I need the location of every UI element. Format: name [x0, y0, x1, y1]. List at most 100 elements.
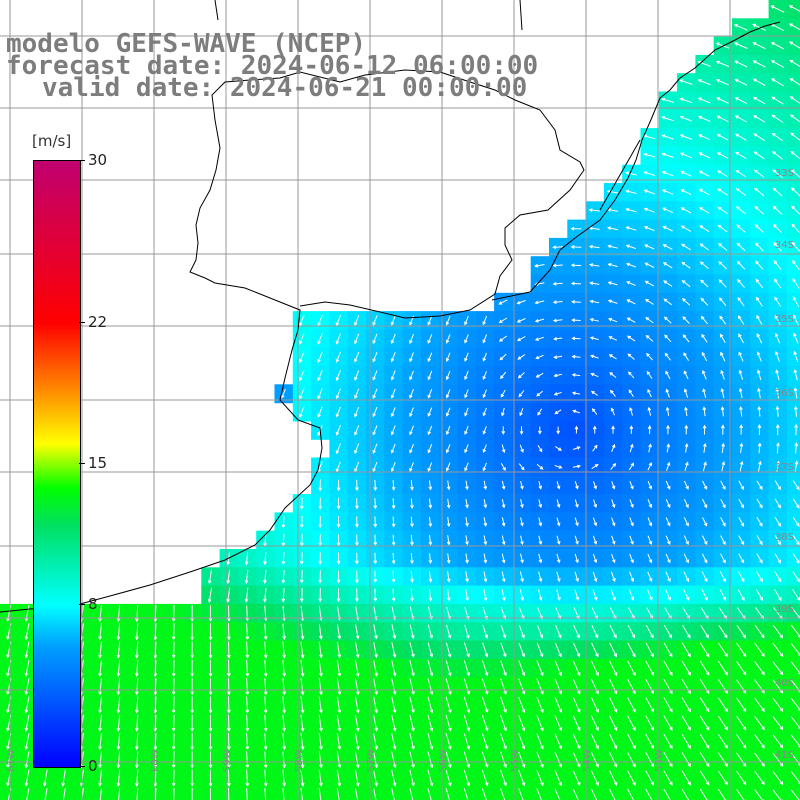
wind-arrow: [792, 480, 800, 491]
wind-arrow: [738, 535, 745, 546]
wind-arrow: [227, 678, 231, 696]
wind-arrow: [733, 23, 748, 31]
wind-arrow: [701, 553, 708, 564]
wind-arrow: [481, 696, 489, 714]
wind-arrow: [190, 769, 194, 787]
wind-arrow: [61, 769, 66, 787]
wind-arrow: [629, 535, 634, 545]
wind-arrow: [134, 659, 139, 678]
wind-speed-cell: [347, 786, 367, 800]
wind-arrow: [207, 569, 212, 585]
wind-arrow: [336, 788, 340, 800]
wind-arrow: [793, 332, 799, 344]
wind-arrow: [772, 642, 784, 657]
wind-speed-cell: [494, 786, 513, 800]
wind-arrow: [317, 314, 323, 327]
wind-arrow: [681, 642, 691, 658]
wind-arrow: [336, 516, 341, 528]
wind-arrow: [754, 224, 764, 233]
wind-arrow: [116, 678, 121, 696]
wind-arrow: [753, 169, 765, 178]
wind-arrow: [464, 462, 469, 472]
wind-arrow: [498, 299, 508, 305]
wind-arrow: [793, 387, 798, 399]
wind-arrow: [373, 769, 379, 787]
wind-arrow: [556, 517, 561, 527]
wind-arrow: [299, 369, 305, 382]
wind-arrow: [756, 333, 763, 344]
wind-arrow: [445, 315, 451, 326]
wind-arrow: [538, 571, 543, 583]
wind-arrow: [717, 679, 728, 694]
wind-arrow: [792, 498, 800, 509]
wind-arrow: [792, 259, 800, 271]
wind-arrow: [718, 261, 728, 270]
wind-arrow: [661, 189, 674, 195]
wind-arrow: [208, 623, 213, 641]
wind-arrow: [572, 660, 581, 677]
wind-arrow: [717, 734, 728, 749]
wind-arrow: [573, 607, 580, 620]
wind-arrow: [703, 442, 707, 453]
title-line-model: modelo GEFS-WAVE (NCEP): [6, 29, 367, 59]
wind-arrow: [501, 444, 506, 454]
wind-arrow: [465, 571, 469, 583]
wind-arrow: [300, 641, 305, 659]
wind-arrow: [300, 769, 305, 787]
wind-arrow: [520, 499, 524, 509]
wind-arrow: [647, 480, 653, 490]
wind-arrow: [571, 299, 581, 304]
wind-arrow: [208, 696, 213, 714]
wind-arrow: [409, 714, 415, 732]
wind-arrow: [299, 588, 304, 603]
wind-arrow: [282, 787, 285, 800]
wind-arrow: [554, 445, 562, 451]
wind-arrow: [500, 462, 506, 471]
wind-arrow: [647, 388, 652, 398]
wind-arrow: [665, 571, 671, 583]
wind-speed-cell: [402, 786, 422, 800]
wind-arrow: [788, 23, 800, 31]
wind-arrow: [281, 552, 286, 566]
wind-arrow: [570, 281, 582, 286]
wind-arrow: [663, 280, 673, 287]
wind-arrow: [427, 714, 434, 732]
wind-speed-cell: [786, 146, 800, 166]
wind-arrow: [574, 553, 579, 564]
wind-arrow: [701, 571, 708, 583]
wind-arrow: [628, 462, 634, 471]
wind-arrow: [190, 751, 194, 769]
wind-arrow: [537, 408, 543, 416]
wind-arrow: [610, 589, 616, 601]
wind-arrow: [318, 497, 323, 510]
wind-arrow: [590, 715, 599, 732]
wind-arrow: [410, 534, 414, 546]
wind-arrow: [281, 388, 286, 399]
wind-arrow: [664, 334, 672, 343]
wind-arrow: [500, 751, 507, 769]
wind-arrow: [536, 625, 544, 639]
wind-arrow: [134, 623, 139, 641]
wind-speed-cell: [439, 786, 459, 800]
wind-arrow: [683, 553, 689, 564]
wind-arrow: [373, 696, 379, 714]
wind-arrow: [207, 587, 213, 604]
wind-arrow: [699, 679, 710, 694]
wind-arrow: [335, 443, 341, 455]
wind-arrow: [554, 660, 562, 677]
wind-arrow: [571, 373, 581, 377]
wind-arrow: [116, 714, 121, 732]
wind-arrow: [572, 733, 581, 750]
wind-arrow: [282, 678, 287, 696]
wind-arrow: [736, 260, 746, 270]
wind-arrow: [572, 770, 581, 787]
wind-arrow: [629, 553, 634, 564]
wind-arrow: [446, 535, 451, 546]
colorbar-tick-mark: [79, 160, 85, 161]
wind-arrow: [499, 353, 507, 361]
latitude-label: 36S: [775, 388, 794, 399]
wind-arrow: [611, 499, 616, 509]
wind-speed-cell: [786, 585, 800, 605]
wind-arrow: [663, 715, 673, 731]
wind-arrow: [720, 406, 725, 417]
